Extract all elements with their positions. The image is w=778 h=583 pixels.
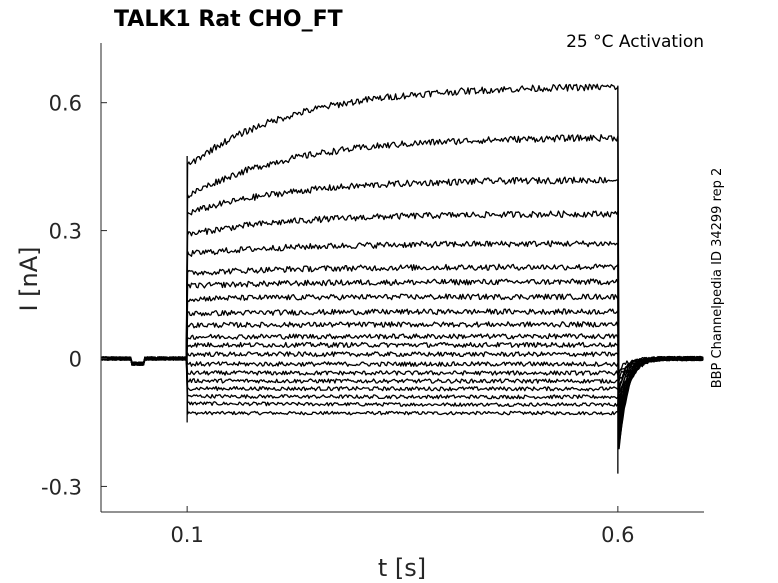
y-tick-label: 0 [69, 348, 82, 372]
current-trace [100, 134, 704, 446]
chart-title: TALK1 Rat CHO_FT [114, 7, 343, 32]
current-trace [100, 356, 704, 392]
current-trace [100, 176, 704, 444]
current-trace [100, 278, 704, 425]
current-trace [100, 355, 704, 394]
current-trace [100, 355, 704, 416]
current-trace [100, 355, 704, 407]
y-tick-label: 0.3 [49, 220, 82, 244]
y-tick-label: -0.3 [41, 475, 82, 499]
current-trace [100, 341, 704, 403]
current-trace [100, 351, 704, 399]
current-trace [100, 293, 704, 423]
current-trace [100, 263, 704, 431]
x-tick-label: 0.6 [601, 523, 634, 547]
x-axis-label: t [s] [378, 554, 426, 582]
current-trace [100, 321, 704, 413]
axes-group: 0.6 0.3 0 -0.3 0.1 0.6 [41, 43, 704, 547]
chart-subtitle: 25 °C Activation [566, 32, 704, 52]
current-trace [100, 355, 704, 390]
traces-group [100, 83, 704, 474]
current-trace [100, 333, 704, 408]
current-trace [100, 356, 704, 400]
y-axis-label: I [nA] [15, 246, 43, 311]
current-trace [100, 83, 704, 450]
current-trace [100, 355, 704, 394]
x-tick-label: 0.1 [170, 523, 203, 547]
y-tick-label: 0.6 [49, 92, 82, 116]
side-annotation: BBP Channelpedia ID 34299 rep 2 [710, 168, 725, 389]
current-trace [101, 210, 704, 441]
current-trace [100, 240, 704, 433]
current-trace [100, 308, 704, 419]
